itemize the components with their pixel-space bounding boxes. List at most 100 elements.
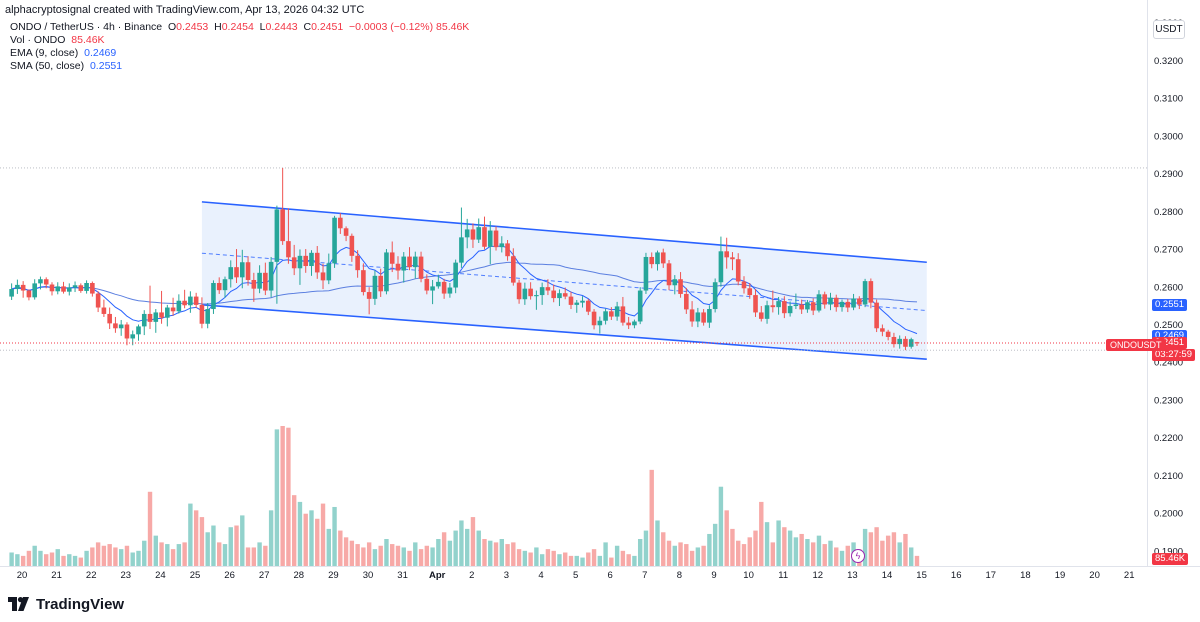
candle-body (903, 338, 908, 347)
legend-ohlc-row[interactable]: ONDO / TetherUS · 4h · Binance O0.2453 H… (10, 21, 469, 34)
time-tick-label: 24 (155, 570, 166, 581)
volume-bar (424, 545, 430, 566)
volume-bar (130, 552, 135, 566)
candle (107, 307, 112, 330)
volume-bar (655, 520, 660, 566)
volume-bar (637, 539, 643, 566)
candle (297, 249, 303, 285)
candle (609, 307, 614, 320)
volume-bar (153, 535, 158, 566)
volume-bar (401, 547, 406, 566)
price-axis-ticks: 0.33000.32000.31000.30000.29000.28000.27… (1154, 18, 1183, 557)
volume-bar (217, 542, 222, 566)
candle (695, 307, 701, 328)
candle (320, 263, 326, 290)
volume-bar (349, 540, 355, 566)
candle (672, 275, 678, 295)
candle-body (66, 287, 72, 292)
volume-bar (528, 552, 533, 566)
candle (309, 250, 314, 276)
volume-bar (61, 555, 66, 566)
legend-volume-row[interactable]: Vol · ONDO 85.46K (10, 34, 469, 47)
currency-selector[interactable]: USDT (1153, 20, 1185, 39)
candle-body (551, 290, 556, 299)
channel-group[interactable] (201, 201, 927, 361)
candle (689, 301, 695, 327)
candle (268, 256, 274, 298)
tradingview-logo[interactable]: TradingView (8, 594, 124, 614)
candle (655, 250, 660, 271)
candle-body (263, 272, 268, 291)
volume-bar (390, 544, 395, 566)
candle-body (193, 296, 199, 305)
candle-body (828, 297, 833, 305)
candle-body (280, 209, 285, 242)
candle (891, 332, 897, 348)
candle (874, 299, 879, 333)
time-tick-label: 21 (51, 570, 62, 581)
candle (407, 247, 412, 271)
legend-sma-label[interactable]: SMA (50, close) (10, 60, 85, 72)
volume-bar (245, 547, 251, 566)
candle-body (430, 286, 435, 291)
price-scale-background[interactable] (1148, 0, 1200, 566)
volume-bar (839, 550, 845, 566)
candle-body (851, 298, 856, 308)
candle-body (441, 281, 447, 294)
volume-bar (643, 530, 649, 566)
candle-body (897, 338, 902, 345)
candle-body (72, 285, 78, 288)
candle (436, 274, 441, 289)
candle (332, 215, 337, 268)
candle-body (165, 307, 170, 318)
candle-body (545, 287, 551, 291)
candle (170, 297, 176, 316)
volume-bar (776, 520, 781, 566)
volume-bar (205, 532, 210, 566)
candle (38, 276, 43, 290)
time-tick-label: 25 (190, 570, 201, 581)
legend-symbol[interactable]: ONDO / TetherUS · 4h · Binance (10, 21, 163, 33)
legend-ema-label[interactable]: EMA (9, close) (10, 47, 79, 59)
candle (534, 290, 539, 310)
time-tick-label: 6 (608, 570, 613, 581)
candle (418, 251, 424, 283)
candle (153, 309, 159, 333)
candle (868, 278, 874, 309)
candle-body (580, 300, 585, 303)
candle (15, 279, 20, 294)
legend-high-value: 0.2454 (221, 21, 254, 33)
candle-body (176, 300, 182, 312)
candle (49, 282, 55, 296)
candle (430, 279, 435, 305)
price-tick-label: 0.3000 (1154, 131, 1183, 142)
legend-ema-row[interactable]: EMA (9, close) 0.2469 (10, 47, 469, 60)
lightning-icon[interactable]: ϟ (851, 549, 865, 563)
candle (9, 283, 14, 300)
candle-body (499, 243, 505, 248)
candle (707, 305, 712, 328)
legend-volume-label[interactable]: Vol · ONDO (10, 34, 66, 46)
candle-body (291, 257, 297, 269)
candle (712, 278, 718, 313)
time-scale-background[interactable] (0, 567, 1148, 582)
volume-bar (505, 544, 510, 566)
candle-body (49, 284, 55, 292)
candle (511, 248, 516, 286)
volume-bar (914, 555, 920, 566)
volume-bar (885, 535, 891, 566)
volume-bar (124, 545, 130, 566)
legend-sma-row[interactable]: SMA (50, close) 0.2551 (10, 60, 469, 73)
candle (603, 308, 608, 325)
volume-bar (326, 528, 331, 566)
candle-body (874, 302, 879, 329)
candle-body (407, 256, 412, 268)
volume-bar (182, 542, 187, 566)
candle-body (205, 309, 210, 324)
candle (95, 291, 101, 313)
candle-body (482, 227, 487, 247)
candle (516, 279, 522, 304)
volume-bar (822, 544, 827, 566)
candle (372, 270, 378, 305)
